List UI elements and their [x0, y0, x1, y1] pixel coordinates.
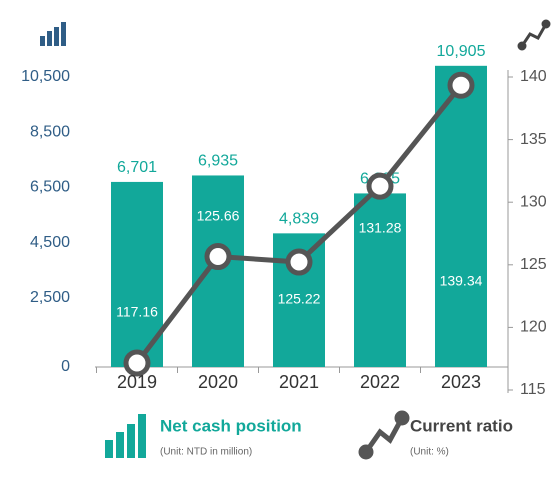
- line-point: [204, 243, 232, 271]
- line-point: [447, 71, 475, 99]
- line-value-label: 117.16: [116, 304, 158, 320]
- y2-tick-label: 140: [520, 68, 547, 85]
- y-tick-label: 2,500: [30, 289, 70, 306]
- y-tick-label: 4,500: [30, 234, 70, 251]
- y-tick-label: 0: [61, 358, 70, 375]
- y2-tick-label: 135: [520, 131, 547, 148]
- bar-value-label: 10,905: [437, 43, 486, 60]
- legend-unit: (Unit: %): [410, 447, 449, 458]
- legend-bar-icon: [105, 414, 146, 458]
- line-point: [366, 172, 394, 200]
- y-tick-label: 6,500: [30, 179, 70, 196]
- bar: [435, 65, 487, 368]
- x-tick-label: 2021: [279, 372, 319, 392]
- x-tick-label: 2019: [117, 372, 157, 392]
- y2-tick-label: 120: [520, 319, 547, 336]
- legend-unit: (Unit: NTD in million): [160, 447, 252, 458]
- line-point: [123, 349, 151, 377]
- line-value-label: 125.22: [278, 291, 321, 307]
- bar-value-label: 4,839: [279, 211, 319, 228]
- y2-tick-label: 125: [520, 256, 547, 273]
- legend-label: Current ratio: [410, 416, 513, 435]
- x-tick-label: 2020: [198, 372, 238, 392]
- y2-tick-label: 115: [520, 381, 546, 398]
- y2-tick-label: 130: [520, 193, 547, 210]
- legend-line-icon: [358, 410, 410, 460]
- legend-label: Net cash position: [160, 416, 302, 435]
- y-tick-label: 10,500: [21, 68, 70, 85]
- legend: Net cash position (Unit: NTD in million)…: [105, 410, 513, 460]
- line-value-label: 125.66: [197, 208, 240, 224]
- line-axis-icon: [517, 19, 551, 51]
- line-value-label: 131.28: [359, 220, 402, 236]
- bar: [354, 193, 406, 367]
- x-tick-label: 2023: [441, 372, 481, 392]
- line-value-label: 139.34: [440, 273, 483, 289]
- x-tick-label: 2022: [360, 372, 400, 392]
- y-tick-label: 8,500: [30, 123, 70, 140]
- bar-value-label: 6,935: [198, 153, 238, 170]
- bar-value-label: 6,701: [117, 159, 157, 176]
- bar: [192, 175, 244, 367]
- line-point: [285, 248, 313, 276]
- bar-axis-icon: [40, 22, 66, 46]
